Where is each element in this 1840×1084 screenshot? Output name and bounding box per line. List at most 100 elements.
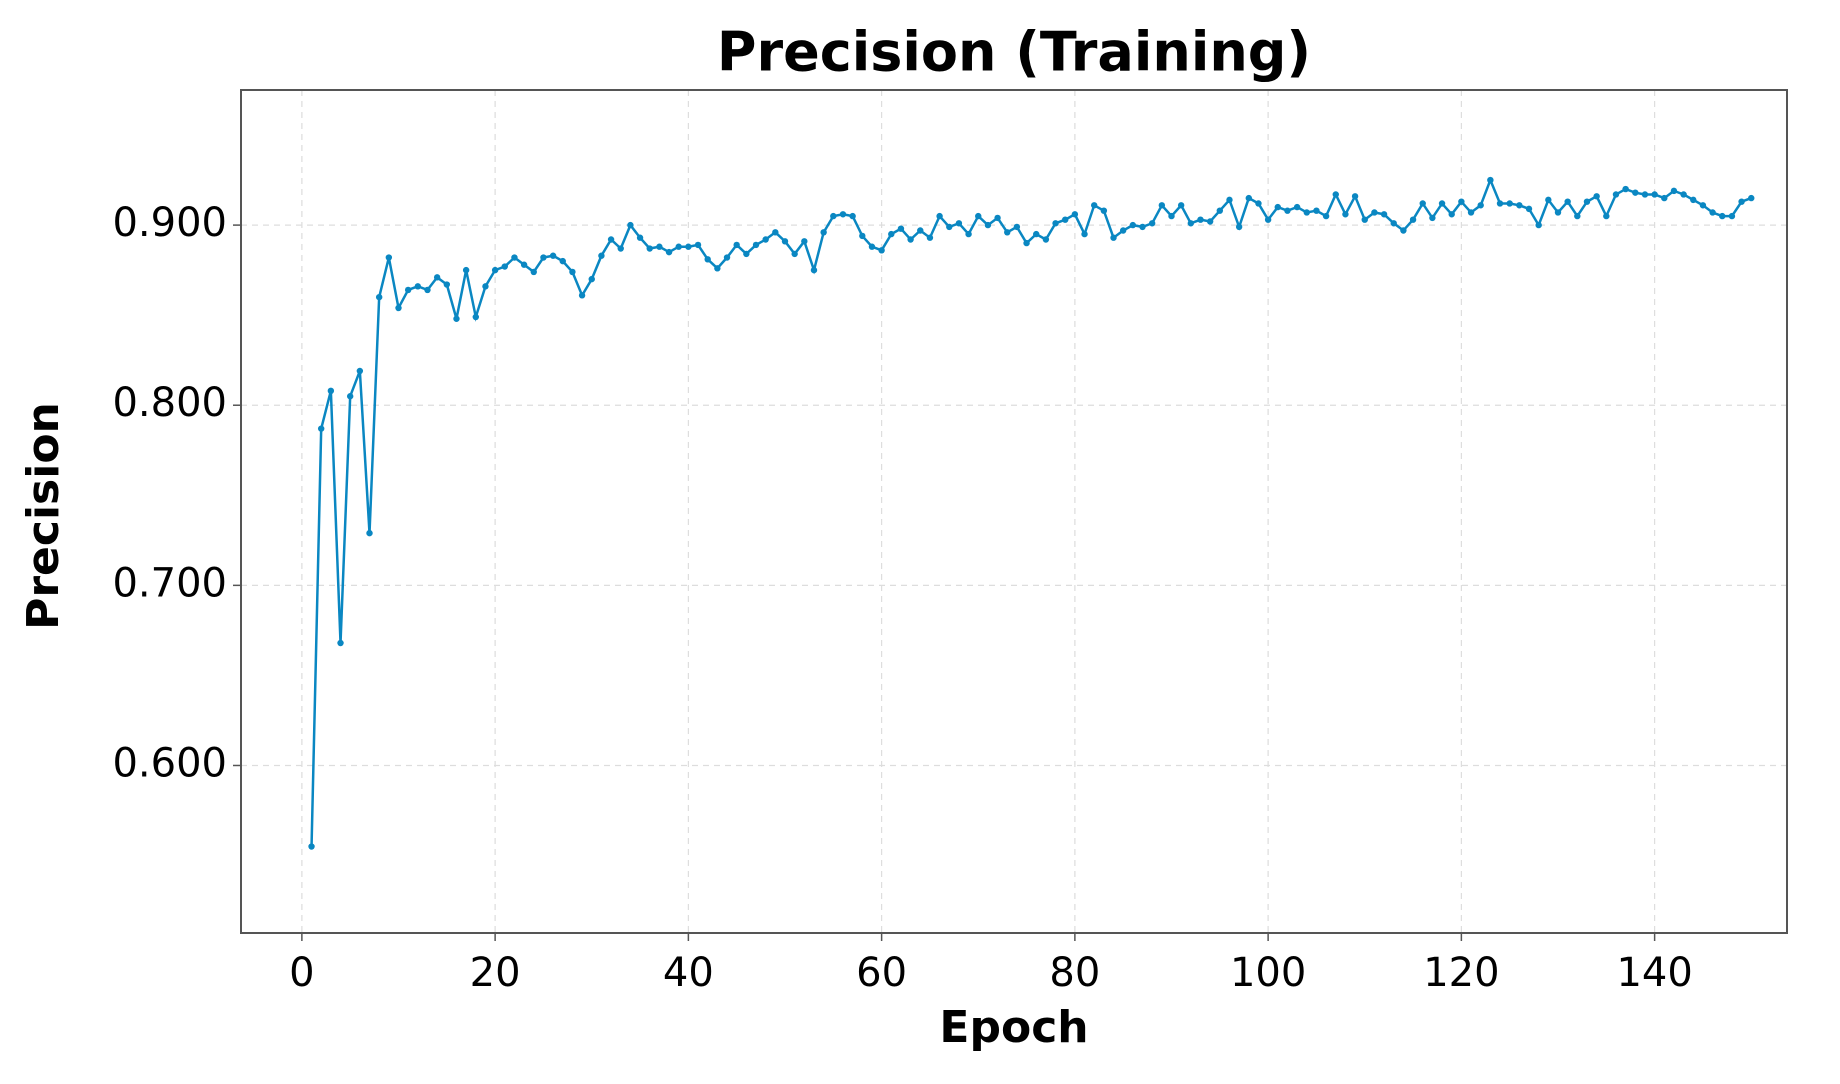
data-point — [491, 266, 499, 274]
data-point — [462, 266, 470, 274]
data-point — [1632, 189, 1639, 196]
y-tick-label: 0.700 — [112, 560, 227, 606]
data-point — [1255, 200, 1262, 207]
data-point — [1467, 209, 1475, 216]
data-point — [1303, 209, 1310, 216]
y-axis-label: Precision — [18, 402, 69, 630]
data-point — [1680, 191, 1687, 198]
data-point — [656, 243, 663, 250]
data-point — [549, 252, 557, 259]
data-point — [385, 254, 393, 261]
data-point — [1535, 221, 1542, 229]
data-point — [356, 367, 364, 375]
data-point — [1322, 212, 1330, 220]
data-point — [917, 227, 924, 234]
data-point — [704, 256, 711, 263]
data-point — [1496, 200, 1504, 207]
data-point — [665, 248, 673, 256]
data-point — [1593, 193, 1600, 200]
data-point — [685, 243, 692, 250]
x-tick-label: 40 — [663, 950, 714, 996]
data-point — [540, 254, 547, 261]
data-point — [1274, 203, 1281, 211]
data-point — [839, 211, 847, 218]
data-point — [801, 238, 808, 245]
data-point — [1139, 223, 1146, 231]
data-point — [404, 286, 412, 294]
data-point — [530, 268, 537, 276]
data-point — [433, 274, 441, 281]
data-point — [1013, 223, 1021, 231]
data-point — [926, 234, 934, 241]
data-point — [1313, 207, 1320, 214]
data-point — [588, 275, 595, 283]
data-point — [733, 241, 740, 249]
data-point — [1158, 202, 1166, 209]
data-point — [1525, 205, 1533, 213]
data-point — [366, 529, 373, 537]
data-point — [1351, 193, 1359, 200]
data-point — [762, 236, 769, 243]
data-point — [1690, 196, 1697, 204]
data-point — [472, 313, 479, 321]
data-point — [965, 230, 972, 238]
data-point — [1371, 209, 1378, 216]
data-point — [1226, 196, 1233, 204]
data-point — [627, 221, 634, 229]
data-point — [1235, 223, 1243, 231]
data-point — [1728, 212, 1736, 220]
data-point — [936, 212, 943, 220]
data-point — [1168, 212, 1175, 220]
x-tick-label: 0 — [289, 950, 314, 996]
data-point — [1129, 221, 1137, 229]
data-point — [646, 245, 653, 252]
data-point — [327, 387, 335, 395]
data-point — [1332, 191, 1339, 198]
data-line — [310, 176, 1752, 847]
data-point — [337, 639, 344, 647]
data-point — [1748, 194, 1755, 202]
data-point — [443, 281, 451, 288]
data-point — [1081, 230, 1088, 238]
data-point — [752, 241, 760, 249]
data-point — [1458, 198, 1465, 205]
data-point — [1004, 229, 1011, 236]
data-point — [1661, 194, 1668, 202]
x-tick-label: 100 — [1230, 950, 1306, 996]
data-point — [810, 266, 818, 274]
data-point — [569, 268, 576, 276]
data-point — [1119, 227, 1127, 234]
data-point — [897, 225, 905, 232]
data-point — [1738, 198, 1745, 205]
x-tick-label: 20 — [470, 950, 521, 996]
data-point — [1100, 207, 1108, 214]
data-point — [975, 212, 982, 220]
data-point — [1506, 200, 1513, 207]
data-point — [578, 292, 586, 299]
data-point — [1361, 216, 1368, 223]
chart-title: Precision (Training) — [717, 21, 1311, 84]
y-tick-label: 0.600 — [112, 740, 227, 786]
data-point — [791, 250, 798, 258]
data-point — [830, 212, 837, 220]
data-point — [1516, 202, 1523, 209]
data-point — [1148, 220, 1156, 227]
data-point — [453, 315, 460, 322]
data-point — [994, 214, 1001, 222]
data-point — [346, 393, 354, 400]
data-point — [1400, 227, 1407, 234]
data-point — [1574, 212, 1581, 220]
data-point — [1622, 185, 1629, 193]
data-point — [607, 236, 615, 243]
data-point — [1033, 230, 1040, 238]
data-point — [984, 221, 992, 229]
data-point — [501, 263, 508, 270]
data-point — [1545, 196, 1552, 204]
data-point — [743, 250, 750, 258]
data-point — [1293, 203, 1301, 211]
data-point — [511, 254, 518, 261]
data-point — [1487, 176, 1494, 184]
data-point — [1699, 202, 1707, 209]
data-point — [317, 425, 325, 432]
data-point — [1206, 218, 1214, 225]
